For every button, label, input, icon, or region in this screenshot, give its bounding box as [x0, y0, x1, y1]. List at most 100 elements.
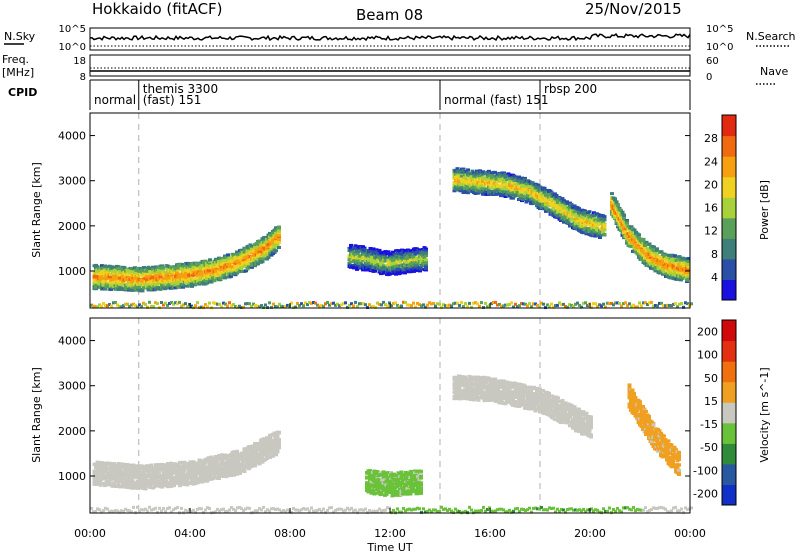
power-cell — [156, 302, 159, 305]
power-cell — [349, 246, 353, 249]
power-cell — [659, 250, 664, 254]
power-cell — [577, 207, 581, 211]
power-cell — [234, 305, 237, 309]
power-cell — [277, 226, 281, 230]
power-cell — [365, 265, 370, 269]
power-cell — [620, 233, 625, 237]
power-cell — [655, 253, 659, 257]
power-cell — [266, 245, 271, 249]
power-cell — [622, 217, 626, 221]
power-cell — [270, 305, 273, 309]
power-cell — [277, 238, 281, 241]
power-cell — [330, 302, 333, 306]
power-cell — [113, 278, 118, 282]
power-cell — [391, 255, 395, 259]
power-cell — [154, 301, 157, 305]
power-cell — [257, 250, 262, 254]
power-cell — [188, 264, 193, 268]
power-cell — [374, 248, 379, 252]
power-cell — [554, 304, 557, 308]
power-cell — [269, 233, 274, 237]
power-cell — [653, 269, 658, 273]
power-cell — [390, 304, 393, 308]
power-cell — [613, 216, 617, 220]
power-cell — [119, 270, 124, 274]
power-cell — [348, 303, 351, 307]
power-cell — [376, 254, 380, 258]
power-cell — [184, 302, 187, 306]
power-cell — [176, 302, 179, 306]
power-cell — [290, 301, 293, 305]
power-cell — [594, 302, 597, 306]
power-cell — [203, 274, 208, 278]
power-cell — [194, 282, 199, 286]
power-cell — [384, 303, 387, 307]
power-cell — [614, 220, 619, 224]
power-cell — [236, 305, 239, 309]
power-cell — [502, 171, 506, 175]
power-cell — [217, 257, 221, 260]
power-cell — [151, 268, 155, 272]
power-cell — [644, 249, 649, 253]
power-cell — [671, 273, 676, 277]
power-cell — [282, 305, 285, 309]
power-cell — [354, 300, 357, 304]
power-cell — [412, 255, 416, 259]
cpid-segment-line2: normal (fast) 151 — [444, 93, 548, 107]
power-cell — [578, 303, 581, 307]
power-colorbar-swatch — [722, 115, 736, 137]
power-cell — [444, 304, 447, 308]
power-cell — [637, 233, 641, 237]
power-cell — [473, 178, 478, 182]
power-cell — [134, 304, 137, 307]
power-cell — [479, 174, 484, 178]
power-cell — [490, 189, 494, 193]
power-cell — [637, 245, 641, 249]
cpid-label: CPID — [8, 86, 37, 99]
power-cell — [426, 303, 429, 307]
power-cell — [524, 191, 529, 195]
power-cell — [647, 242, 652, 246]
power-cell — [205, 277, 209, 280]
power-cell — [424, 305, 427, 309]
power-cell — [584, 301, 587, 305]
power-cell — [395, 259, 400, 263]
power-ytick-label: 2000 — [58, 220, 86, 233]
power-cell — [530, 181, 535, 185]
nsearch-label: N.Search — [746, 30, 796, 43]
power-cell — [602, 224, 607, 228]
power-cell — [560, 303, 563, 307]
cpid-segment-line2: (fast) 151 — [143, 93, 202, 107]
power-cell — [463, 175, 467, 179]
power-cell — [564, 305, 567, 308]
power-cell — [632, 303, 635, 307]
power-cell — [229, 274, 233, 278]
power-cell — [140, 270, 145, 274]
power-cell — [484, 180, 488, 183]
power-cell — [664, 259, 668, 263]
power-cell — [686, 274, 691, 278]
power-cell — [397, 251, 401, 255]
power-cell — [160, 283, 164, 287]
power-cell — [478, 304, 481, 308]
power-cell — [148, 300, 151, 304]
power-cell — [170, 301, 173, 304]
power-cell — [260, 242, 265, 246]
freq-label-1: Freq. — [2, 53, 29, 66]
power-cell — [493, 180, 497, 183]
power-cell — [103, 264, 107, 268]
power-near-range-echoes — [90, 300, 693, 310]
power-cell — [674, 302, 677, 306]
power-colorbar-tick: 16 — [704, 202, 718, 215]
power-cell — [176, 276, 181, 280]
power-cell — [450, 304, 453, 308]
power-colorbar-tick: 8 — [711, 248, 718, 261]
power-cell — [424, 249, 428, 253]
power-cell — [476, 189, 481, 193]
power-cell — [128, 269, 133, 273]
power-cell — [624, 301, 627, 305]
power-cell — [212, 279, 217, 283]
power-cell — [185, 276, 190, 280]
power-cell — [476, 302, 479, 306]
